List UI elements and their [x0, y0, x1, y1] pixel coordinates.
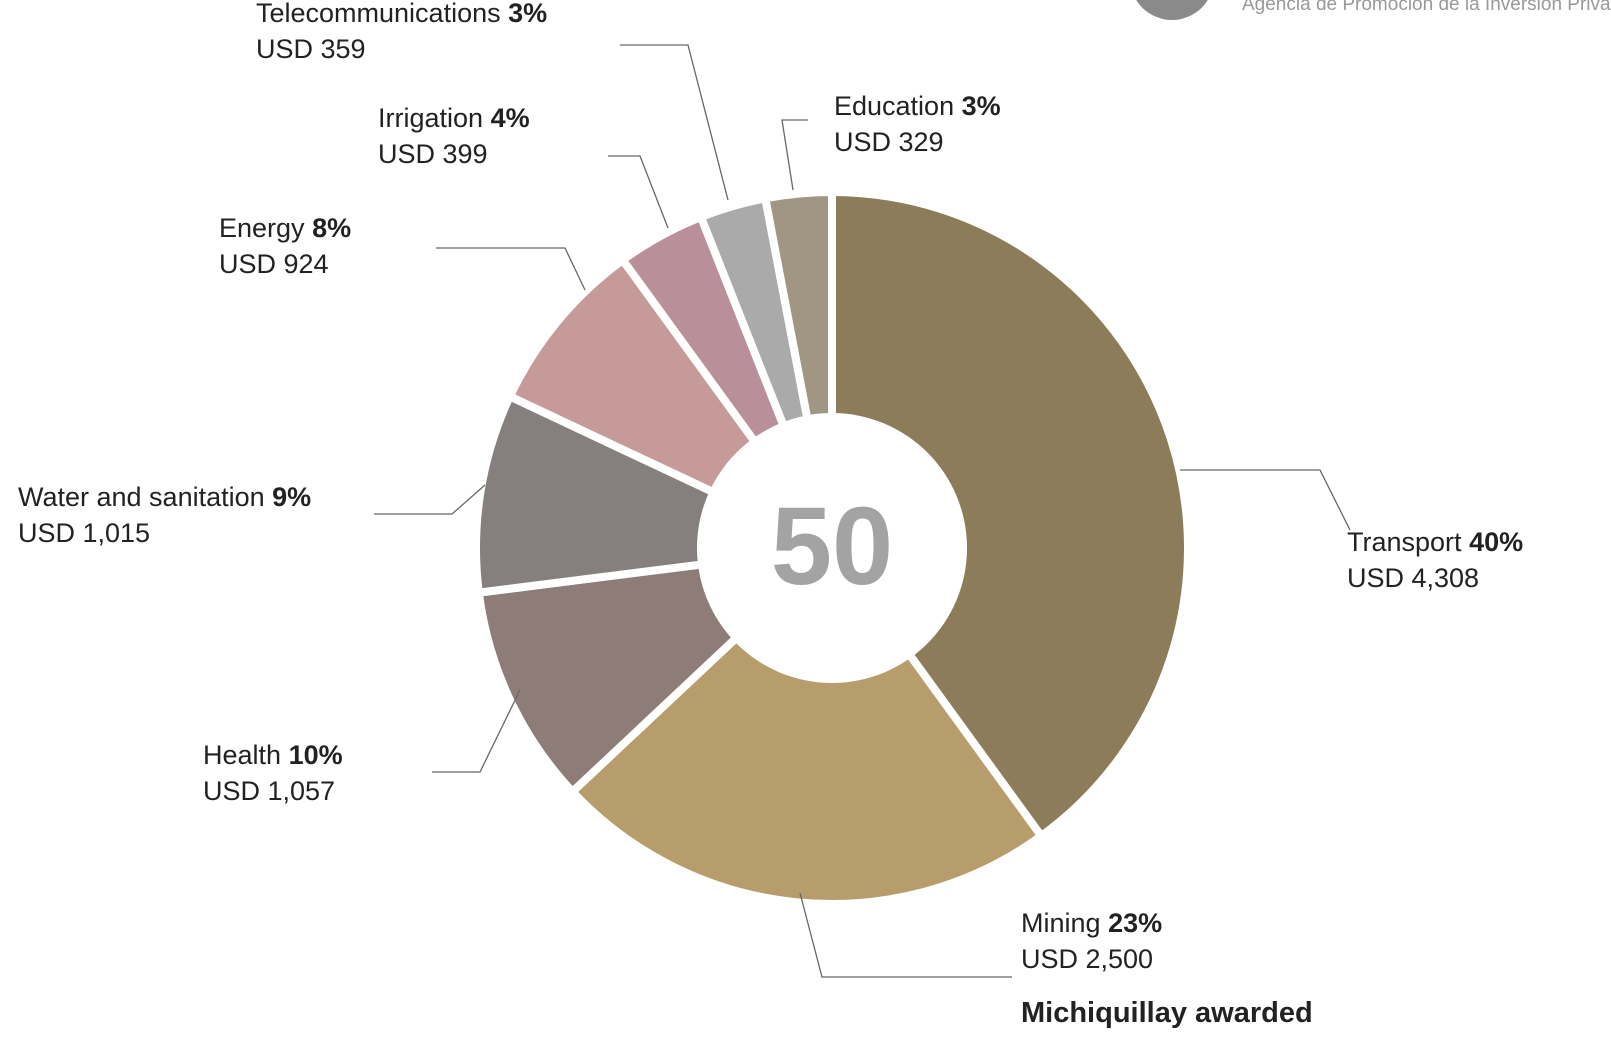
amount-label: USD 329 — [834, 127, 944, 157]
amount-label: USD 1,057 — [203, 776, 335, 806]
leader-line — [436, 247, 586, 291]
percent-label: 4% — [491, 103, 530, 133]
category-name: Water and sanitation — [18, 482, 265, 512]
category-name: Transport — [1347, 527, 1462, 557]
category-name: Energy — [219, 213, 305, 243]
center-text: 50 — [771, 485, 893, 608]
percent-label: 9% — [272, 482, 311, 512]
slice-label: Education 3% — [834, 91, 1001, 121]
labels: Transport 40% USD 4,308 Mining 23% USD 2,50… — [18, 0, 1523, 978]
percent-label: 40% — [1469, 527, 1523, 557]
leader-line — [799, 892, 1012, 978]
category-name: Mining — [1021, 908, 1101, 938]
logo-mark — [1136, 0, 1208, 20]
header-text: Agencia de Promoción de la Inversión Pri… — [1242, 0, 1611, 15]
leader-line — [374, 484, 486, 515]
amount-label: USD 2,500 — [1021, 944, 1153, 974]
category-name: Telecommunications — [256, 0, 501, 28]
amount-label: USD 4,308 — [1347, 563, 1479, 593]
annotation: Michiquillay awarded — [1021, 997, 1313, 1029]
slice-label: Water and sanitation 9% — [18, 482, 311, 512]
percent-label: 23% — [1108, 908, 1162, 938]
category-name: Irrigation — [378, 103, 483, 133]
percent-label: 8% — [312, 213, 351, 243]
slice-label: Transport 40% — [1347, 527, 1523, 557]
leader-line — [608, 155, 669, 229]
amount-label: USD 924 — [219, 249, 329, 279]
donut — [472, 187, 1192, 908]
slice-label: Irrigation 4% — [378, 103, 530, 133]
leader-line — [781, 119, 808, 191]
amount-label: USD 1,015 — [18, 518, 150, 548]
leader-line — [620, 44, 729, 201]
percent-label: 3% — [508, 0, 547, 28]
amount-label: USD 359 — [256, 34, 366, 64]
slice-label: Telecommunications 3% — [256, 0, 547, 28]
percent-label: 3% — [962, 91, 1001, 121]
category-name: Education — [834, 91, 954, 121]
category-name: Health — [203, 740, 281, 770]
leader-line — [432, 689, 521, 773]
slice-label: Energy 8% — [219, 213, 351, 243]
amount-label: USD 399 — [378, 139, 488, 169]
leader-line — [1180, 469, 1351, 531]
donut-hole — [697, 413, 967, 683]
slice-label: Health 10% — [203, 740, 343, 770]
percent-label: 10% — [289, 740, 343, 770]
slice-label: Mining 23% — [1021, 908, 1162, 938]
